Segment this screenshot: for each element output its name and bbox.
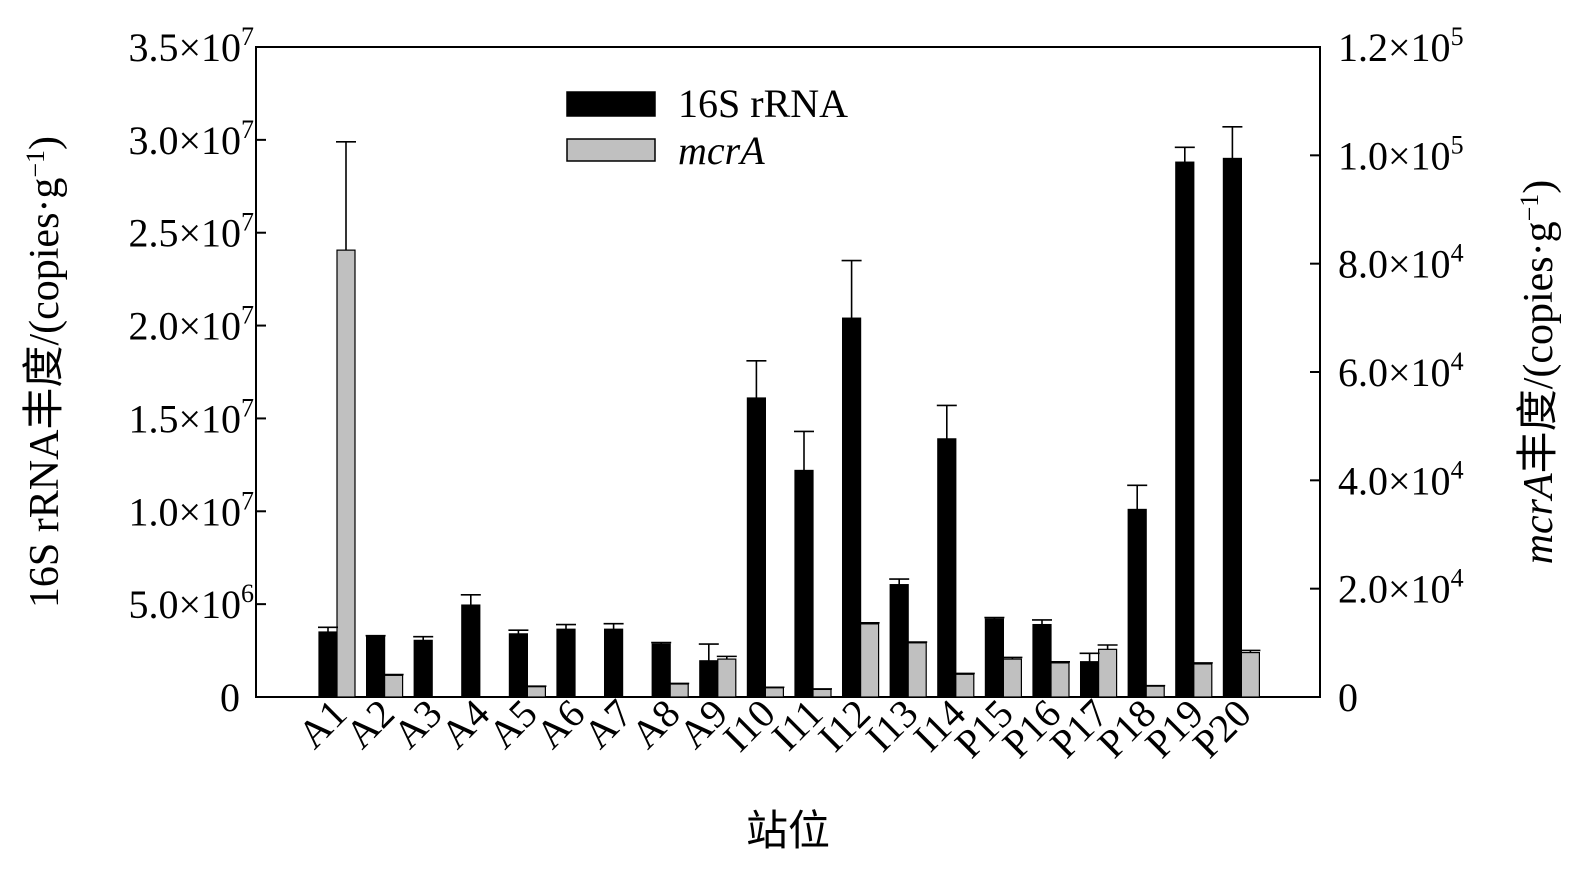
bar-mcra-I10 — [764, 687, 785, 698]
bar-16s-I11 — [794, 469, 814, 698]
bar-16s-I13 — [889, 584, 909, 698]
y-left-tick-label: 5.0×106 — [128, 579, 254, 627]
legend-label-16s: 16S rRNA — [678, 81, 848, 126]
bar-16s-A2 — [366, 636, 386, 698]
bar-16s-A3 — [413, 639, 433, 698]
x-axis-labels: A1A2A3A4A5A6A7A8A9I10I11I12I13I14P15P16P… — [289, 691, 1260, 767]
bar-mcra-I11 — [812, 688, 832, 698]
bar-mcra-I14 — [955, 673, 975, 698]
bar-16s-P18 — [1127, 508, 1147, 698]
bar-mcra-A5 — [526, 686, 547, 698]
bar-mcra-A2 — [384, 674, 404, 698]
y-right-tick-label: 1.2×105 — [1338, 22, 1464, 70]
bar-mcra-P18 — [1145, 685, 1165, 698]
bars-layer — [318, 157, 1261, 698]
bar-16s-P16 — [1032, 623, 1052, 698]
y-right-tick-label: 4.0×104 — [1338, 455, 1464, 503]
right-axis: 0 2.0×104 4.0×104 6.0×104 8.0×104 1.0×105 1.2×… — [1310, 22, 1464, 720]
y-right-tick-label: 2.0×104 — [1338, 564, 1464, 612]
bar-mcra-P15 — [1002, 658, 1023, 698]
bar-mcra-A9 — [717, 658, 737, 698]
bar-16s-I12 — [841, 317, 862, 698]
y-left-tick-label: 2.5×107 — [128, 208, 254, 256]
y-left-axis-title: 16S rRNA丰度/(copies·g−1) — [21, 136, 69, 608]
bar-16s-A5 — [508, 633, 528, 698]
x-axis-title: 站位 — [746, 808, 830, 855]
bar-mcra-P17 — [1097, 648, 1118, 698]
y-right-tick-label: 6.0×104 — [1338, 347, 1464, 395]
y-left-tick-label: 1.5×107 — [128, 393, 254, 441]
y-right-axis-title: mcrA丰度/(copies·g−1) — [1515, 180, 1563, 565]
plot-frame — [255, 46, 1321, 698]
bar-mcra-I12 — [859, 623, 880, 698]
y-right-tick-label: 8.0×104 — [1338, 239, 1464, 287]
bar-16s-A6 — [556, 628, 576, 698]
y-left-tick-label: 3.0×107 — [128, 115, 254, 163]
bar-16s-P19 — [1175, 161, 1195, 698]
bar-mcra-I13 — [907, 642, 927, 698]
bar-16s-P15 — [984, 618, 1005, 698]
legend-swatch-16s — [566, 91, 656, 117]
bar-mcra-A1 — [336, 249, 356, 698]
bar-16s-P20 — [1222, 157, 1243, 698]
bar-mcra-P19 — [1193, 663, 1213, 698]
bar-mcra-A8 — [669, 683, 689, 698]
left-axis: 0 5.0×106 1.0×107 1.5×107 2.0×107 2.5×107 3.0×… — [128, 22, 266, 720]
legend: 16S rRNA mcrA — [566, 81, 848, 173]
x-tick-label-P20: P20 — [1184, 691, 1260, 767]
y-right-tick-label: 1.0×105 — [1338, 130, 1464, 178]
bar-16s-I14 — [937, 438, 957, 698]
bar-16s-A4 — [461, 604, 481, 698]
bar-16s-I10 — [746, 397, 767, 698]
bar-mcra-P20 — [1240, 651, 1261, 698]
y-left-tick-label: 1.0×107 — [128, 486, 254, 534]
bar-16s-A7 — [603, 628, 624, 698]
legend-swatch-mcra — [566, 138, 656, 162]
bar-mcra-P16 — [1050, 662, 1070, 698]
y-left-tick-label: 3.5×107 — [128, 22, 254, 70]
bar-16s-A8 — [651, 643, 671, 698]
y-left-tick-label: 0 — [220, 675, 240, 720]
errorbars-layer — [318, 126, 1261, 690]
legend-label-mcra: mcrA — [678, 128, 765, 173]
y-right-tick-label: 0 — [1338, 675, 1358, 720]
bar-16s-A1 — [318, 631, 338, 698]
y-left-tick-label: 2.0×107 — [128, 301, 254, 349]
